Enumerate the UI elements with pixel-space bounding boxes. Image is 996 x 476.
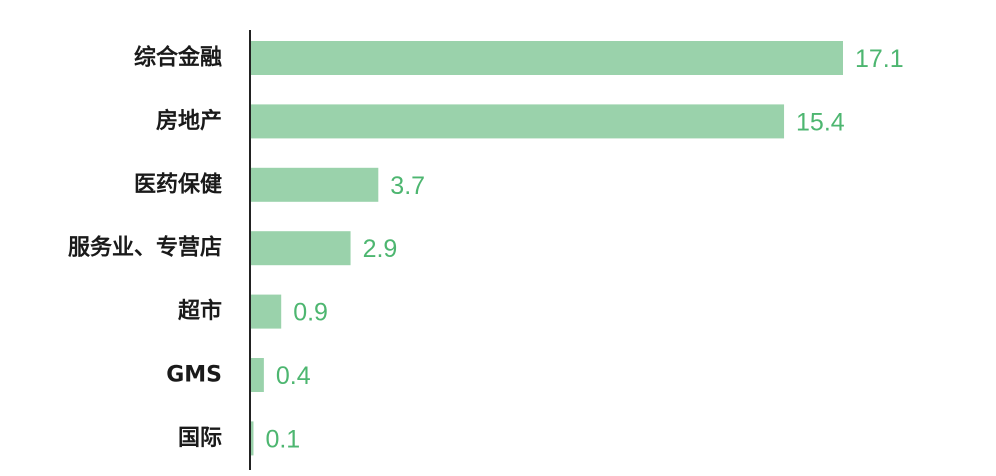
value-label-4: 0.9 xyxy=(293,299,328,327)
value-labels-group: 17.1 15.4 3.7 2.9 0.9 0.4 0.1 xyxy=(265,45,903,453)
bar-0 xyxy=(250,41,843,75)
category-label-5: GMS xyxy=(166,363,222,388)
value-label-2: 3.7 xyxy=(390,172,425,200)
value-label-0: 17.1 xyxy=(855,45,904,73)
bar-6 xyxy=(250,421,254,456)
category-label-3: 服务业、专营店 xyxy=(68,235,222,261)
bars-group xyxy=(250,41,843,456)
bar-3 xyxy=(250,231,351,266)
bar-4 xyxy=(250,294,282,329)
value-label-1: 15.4 xyxy=(796,108,845,136)
category-label-2: 医药保健 xyxy=(134,171,222,197)
bar-1 xyxy=(250,104,785,139)
category-label-0: 综合金融 xyxy=(134,45,222,71)
category-label-1: 房地产 xyxy=(156,108,222,134)
bar-5 xyxy=(250,358,264,392)
value-label-6: 0.1 xyxy=(265,425,300,453)
value-label-5: 0.4 xyxy=(276,362,311,390)
bar-2 xyxy=(250,167,379,202)
category-label-6: 国际 xyxy=(178,426,222,451)
category-label-4: 超市 xyxy=(178,298,222,324)
value-label-3: 2.9 xyxy=(363,235,398,263)
